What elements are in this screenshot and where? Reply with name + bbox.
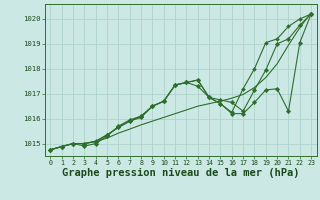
X-axis label: Graphe pression niveau de la mer (hPa): Graphe pression niveau de la mer (hPa): [62, 168, 300, 178]
